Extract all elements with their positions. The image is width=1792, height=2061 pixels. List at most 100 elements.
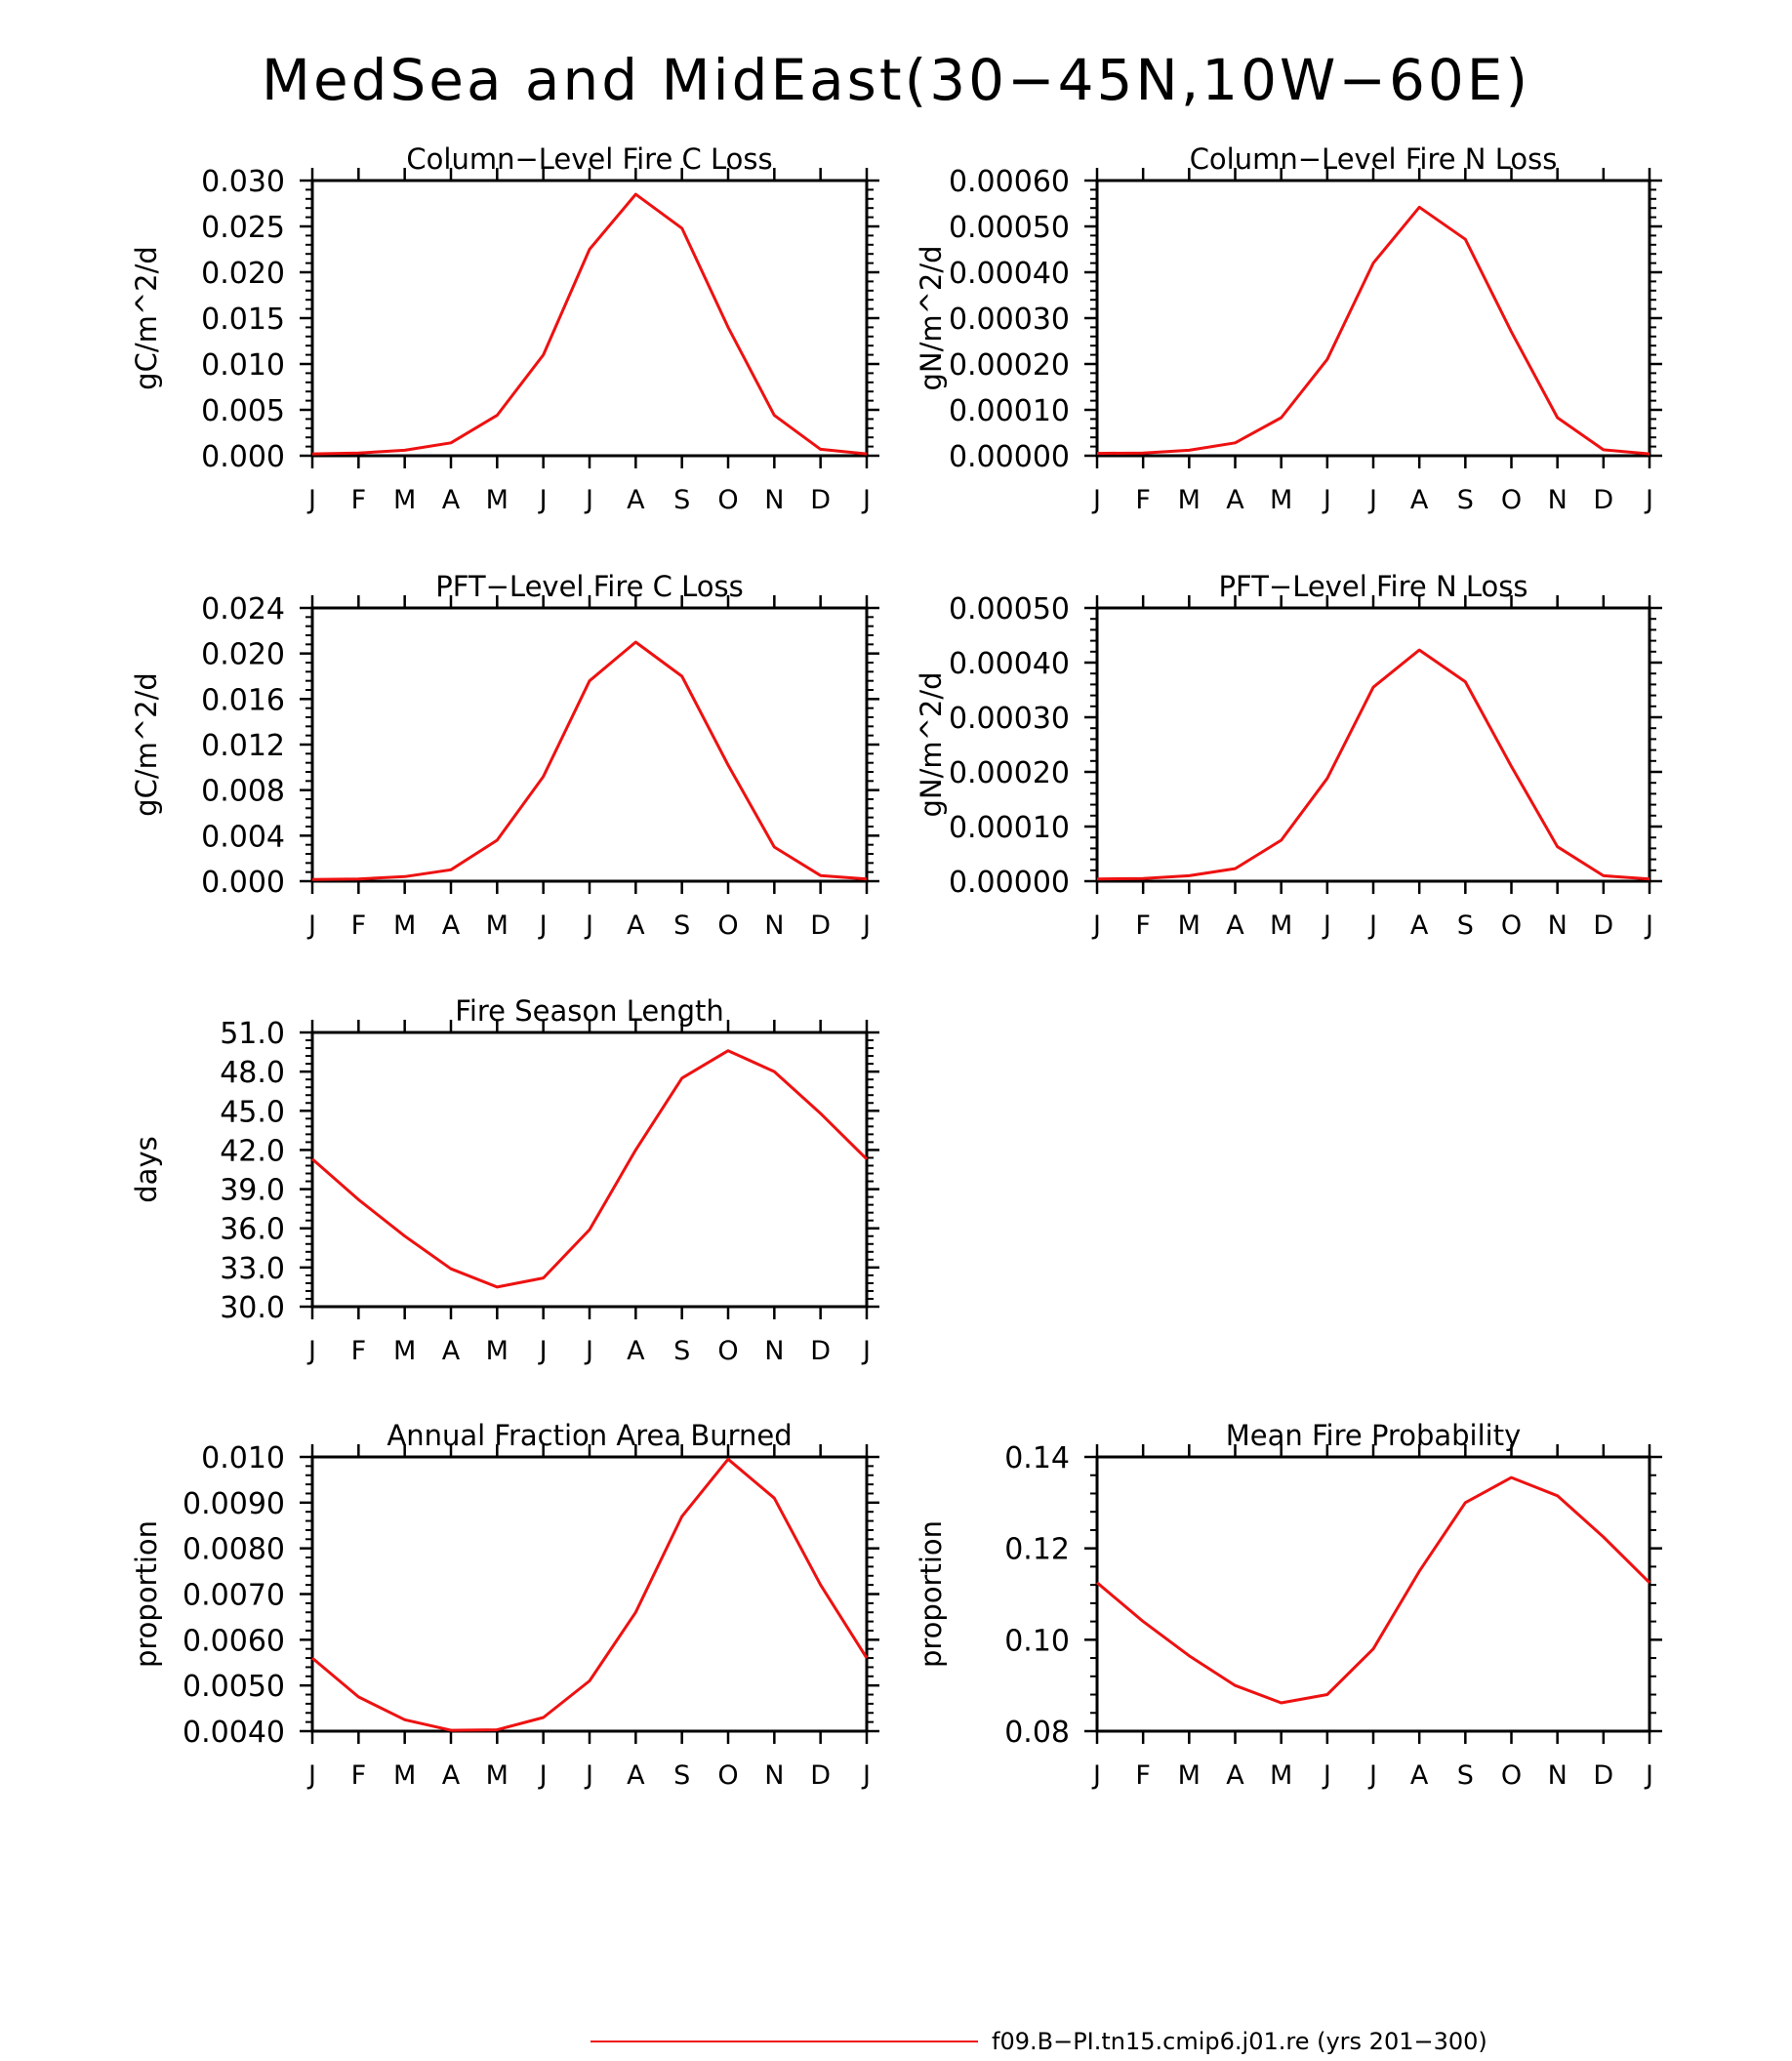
x-tick-label: O <box>717 485 738 515</box>
y-tick-label: 0.0050 <box>183 1670 285 1704</box>
y-tick-label: 30.0 <box>220 1291 285 1325</box>
y-tick-label: 0.0080 <box>183 1533 285 1567</box>
y-axis-label: proportion <box>130 1520 163 1668</box>
plot-frame <box>1095 1455 1651 1733</box>
x-tick-label: O <box>717 910 738 941</box>
x-tick-label: M <box>393 485 416 515</box>
x-tick-label: J <box>538 910 548 941</box>
x-tick-label: A <box>627 910 645 941</box>
x-tick-label: A <box>442 1336 461 1366</box>
x-tick-label: F <box>1135 910 1151 941</box>
x-tick-label: J <box>861 485 871 515</box>
x-tick-label: J <box>538 1336 548 1366</box>
y-tick-label: 0.015 <box>201 303 285 337</box>
x-tick-label: A <box>627 1760 645 1791</box>
x-tick-label: S <box>673 485 690 515</box>
y-tick-label: 48.0 <box>220 1056 285 1090</box>
y-axis-label: proportion <box>915 1520 948 1668</box>
x-tick-label: J <box>538 1760 548 1791</box>
x-tick-label: O <box>1501 910 1522 941</box>
x-tick-label: J <box>1367 910 1377 941</box>
y-tick-label: 0.00010 <box>949 811 1070 845</box>
x-tick-label: J <box>1644 910 1653 941</box>
x-tick-label: F <box>1135 485 1151 515</box>
plot-frame <box>1095 179 1651 458</box>
y-axis-label: gN/m^2/d <box>915 245 948 390</box>
x-tick-label: A <box>1226 1760 1244 1791</box>
y-tick-label: 45.0 <box>220 1095 285 1129</box>
y-tick-label: 0.0040 <box>183 1716 285 1750</box>
x-tick-label: J <box>306 485 316 515</box>
panel-title: PFT−Level Fire N Loss <box>1219 570 1528 603</box>
x-tick-label: J <box>1322 1760 1331 1791</box>
y-tick-label: 51.0 <box>220 1017 285 1051</box>
legend-label: f09.B−PI.tn15.cmip6.j01.re (yrs 201−300) <box>992 2028 1487 2055</box>
y-tick-label: 0.0090 <box>183 1487 285 1521</box>
y-axis-label: gN/m^2/d <box>915 671 948 817</box>
x-tick-label: J <box>306 1760 316 1791</box>
y-tick-label: 0.030 <box>201 165 285 199</box>
x-tick-label: J <box>861 1336 871 1366</box>
x-tick-label: J <box>1091 910 1101 941</box>
x-tick-label: A <box>442 910 461 941</box>
x-tick-label: M <box>486 1760 509 1791</box>
y-tick-label: 0.00040 <box>949 647 1070 681</box>
series-line-1 <box>1096 648 1650 881</box>
x-tick-label: D <box>1593 1760 1613 1791</box>
plot-frame <box>1095 606 1651 883</box>
x-tick-label: D <box>1593 485 1613 515</box>
x-tick-label: A <box>627 485 645 515</box>
y-tick-label: 42.0 <box>220 1134 285 1168</box>
y-tick-label: 39.0 <box>220 1174 285 1208</box>
x-tick-label: M <box>486 485 509 515</box>
panel-title: Mean Fire Probability <box>1226 1419 1522 1452</box>
x-tick-label: M <box>1178 910 1201 941</box>
x-tick-label: M <box>1270 910 1292 941</box>
x-tick-label: J <box>1644 1760 1653 1791</box>
y-tick-label: 0.00030 <box>949 702 1070 736</box>
x-tick-label: M <box>393 910 416 941</box>
x-tick-label: O <box>1501 1760 1522 1791</box>
x-tick-label: D <box>810 910 831 941</box>
chart-panel-4: J F M A M J J A S O N D J0.000000.000100.000200.0003… <box>915 570 1662 941</box>
y-tick-label: 0.00060 <box>949 165 1070 199</box>
x-tick-label: M <box>393 1336 416 1366</box>
y-tick-label: 0.00040 <box>949 257 1070 291</box>
y-tick-label: 0.00020 <box>949 756 1070 790</box>
x-tick-label: A <box>442 1760 461 1791</box>
x-tick-label: A <box>1410 910 1429 941</box>
x-tick-label: A <box>1410 485 1429 515</box>
y-tick-label: 0.00050 <box>949 211 1070 245</box>
y-tick-label: 0.00020 <box>949 348 1070 383</box>
y-tick-label: 0.010 <box>201 1441 285 1475</box>
x-tick-label: J <box>306 910 316 941</box>
y-tick-label: 0.0060 <box>183 1624 285 1658</box>
x-tick-label: J <box>1091 1760 1101 1791</box>
panel-title: Column−Level Fire N Loss <box>1190 142 1558 176</box>
x-tick-label: J <box>861 910 871 941</box>
y-tick-label: 0.012 <box>201 729 285 763</box>
chart-panel-1: J F M A M J J A S O N D J0.0000.0050.0100.0150.0200.… <box>130 142 879 515</box>
x-tick-label: A <box>442 485 461 515</box>
x-tick-label: J <box>538 485 548 515</box>
y-tick-label: 0.00010 <box>949 394 1070 428</box>
y-tick-label: 0.005 <box>201 394 285 428</box>
x-tick-label: M <box>486 1336 509 1366</box>
x-tick-label: N <box>764 1336 784 1366</box>
y-tick-label: 0.000 <box>201 440 285 474</box>
x-tick-label: S <box>1457 1760 1474 1791</box>
chart-panel-3: J F M A M J J A S O N D J0.0000.0040.0080.0120.0160.… <box>130 570 879 941</box>
figure-title: MedSea and MidEast(30−45N,10W−60E) <box>262 47 1530 113</box>
x-tick-label: O <box>1501 485 1522 515</box>
series-line-1 <box>311 1457 869 1732</box>
x-tick-label: A <box>1226 910 1244 941</box>
y-tick-label: 0.024 <box>201 592 285 626</box>
legend: f09.B−PI.tn15.cmip6.j01.re (yrs 201−300) <box>591 2028 1487 2055</box>
x-tick-label: F <box>351 1760 367 1791</box>
series-line-1 <box>311 640 868 881</box>
x-tick-label: A <box>627 1336 645 1366</box>
panel-title: PFT−Level Fire C Loss <box>435 570 744 603</box>
y-tick-label: 36.0 <box>220 1213 285 1247</box>
